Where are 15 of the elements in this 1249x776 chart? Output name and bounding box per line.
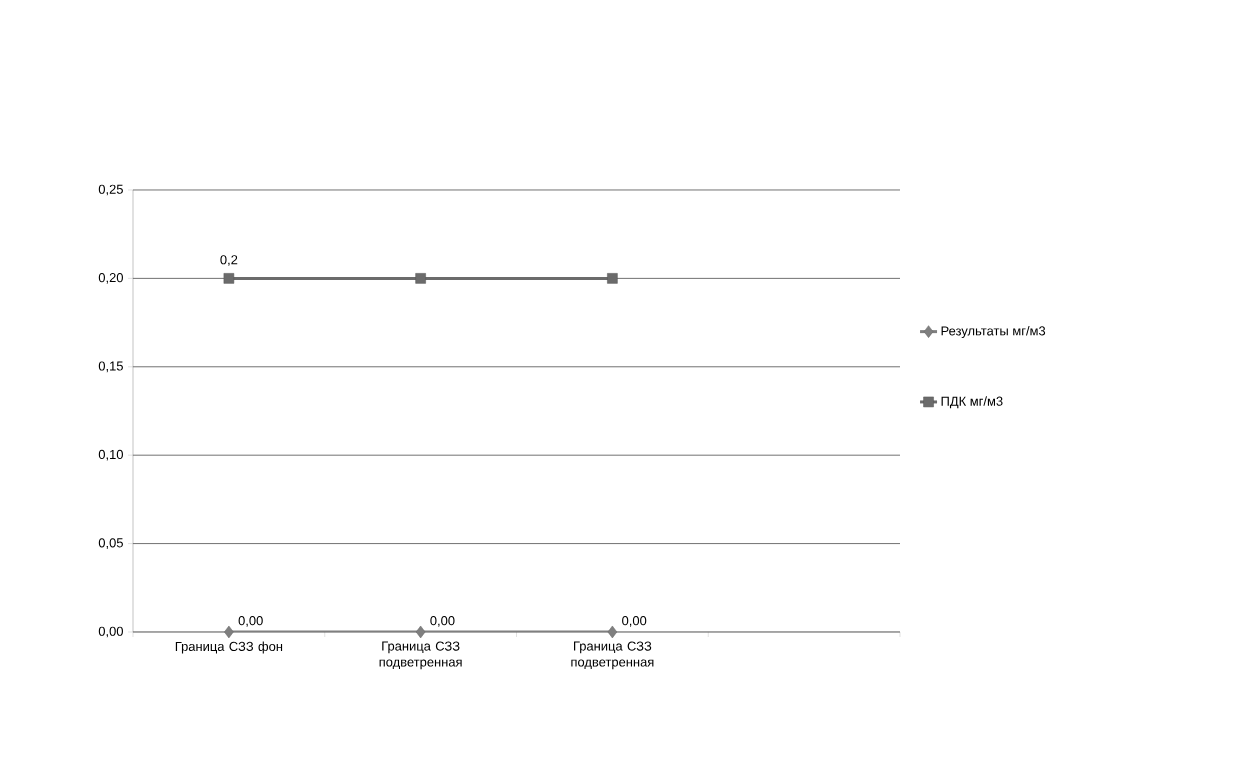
data-label: 0,00	[622, 616, 647, 627]
y-tick-label: 0,00	[98, 626, 123, 638]
data-label: 0,00	[430, 616, 455, 627]
y-tick-label: 0,25	[98, 184, 123, 196]
x-tick-label: Граница СЗЗ фон	[175, 641, 283, 654]
data-label: 0,2	[220, 255, 238, 266]
y-tick-label: 0,20	[98, 273, 123, 284]
legend-label: ПДК мг/м3	[941, 396, 1003, 409]
x-tick-label: Граница СЗЗ подветренная	[571, 641, 654, 670]
x-tick-label: Граница СЗЗ подветренная	[379, 641, 462, 670]
y-tick-label: 0,05	[98, 538, 123, 549]
legend-label: Результаты мг/м3	[941, 325, 1046, 339]
data-label: 0,00	[238, 616, 263, 627]
y-tick-label: 0,15	[98, 361, 123, 373]
y-tick-label: 0,10	[98, 449, 123, 461]
